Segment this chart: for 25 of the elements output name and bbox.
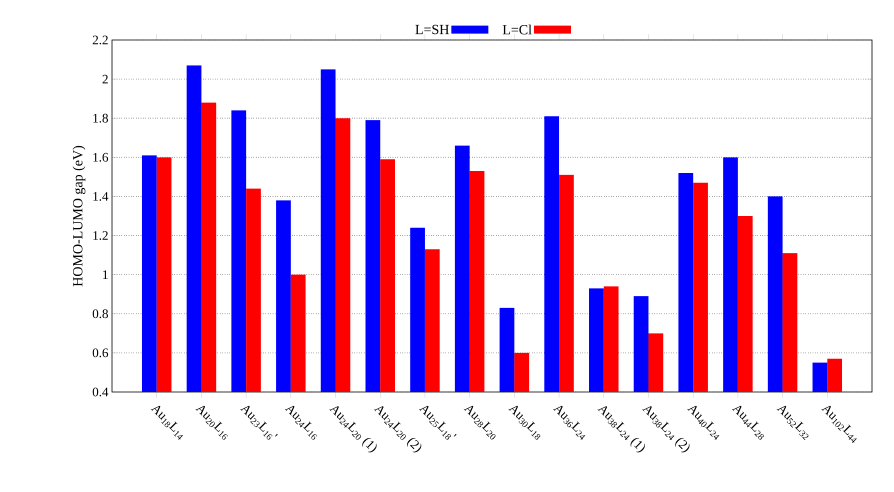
y-tick-label: 1.6: [93, 152, 108, 162]
y-tick-label: 0.8: [92, 309, 108, 318]
legend-label: L=Cl: [502, 24, 532, 34]
x-tick-label: Au$_{52}$L$_{32}$: [776, 406, 808, 440]
y-axis-title: HOMO-LUMO gap (eV): [72, 146, 86, 286]
x-tick-label: Au$_{23}$L$_{16}$': [240, 406, 278, 440]
x-tick-label: Au$_{20}$L$_{16}$: [195, 406, 228, 440]
x-tick-label: Au$_{25}$L$_{18}$': [418, 406, 457, 440]
y-tick-label: 0.6: [92, 348, 108, 358]
y-tick-label: 1.4: [93, 192, 108, 201]
y-tick-label: 0.4: [92, 388, 108, 396]
x-tick-label: Au$_{44}$L$_{28}$: [732, 406, 764, 440]
y-tick-label: 1.8: [93, 114, 108, 123]
y-tick-label: 2: [102, 74, 108, 84]
x-tick-label: Au$_{30}$L$_{18}$: [508, 406, 540, 440]
x-tick-label: Au$_{28}$L$_{20}$: [464, 406, 496, 440]
x-tick-label: Au$_{102}$L$_{44}$: [821, 406, 857, 443]
x-tick-label: Au$_{36}$L$_{24}$: [553, 406, 586, 440]
x-tick-label: Au$_{40}$L$_{24}$: [687, 406, 720, 440]
y-tick-label: 1.2: [93, 231, 108, 240]
x-tick-label: Au$_{18}$L$_{14}$: [150, 406, 183, 440]
legend-label: L=SH: [415, 24, 449, 34]
y-tick-label: 2.2: [92, 36, 108, 44]
x-tick-label: Au$_{24}$L$_{16}$: [284, 406, 318, 440]
y-tick-label: 1: [103, 270, 108, 279]
